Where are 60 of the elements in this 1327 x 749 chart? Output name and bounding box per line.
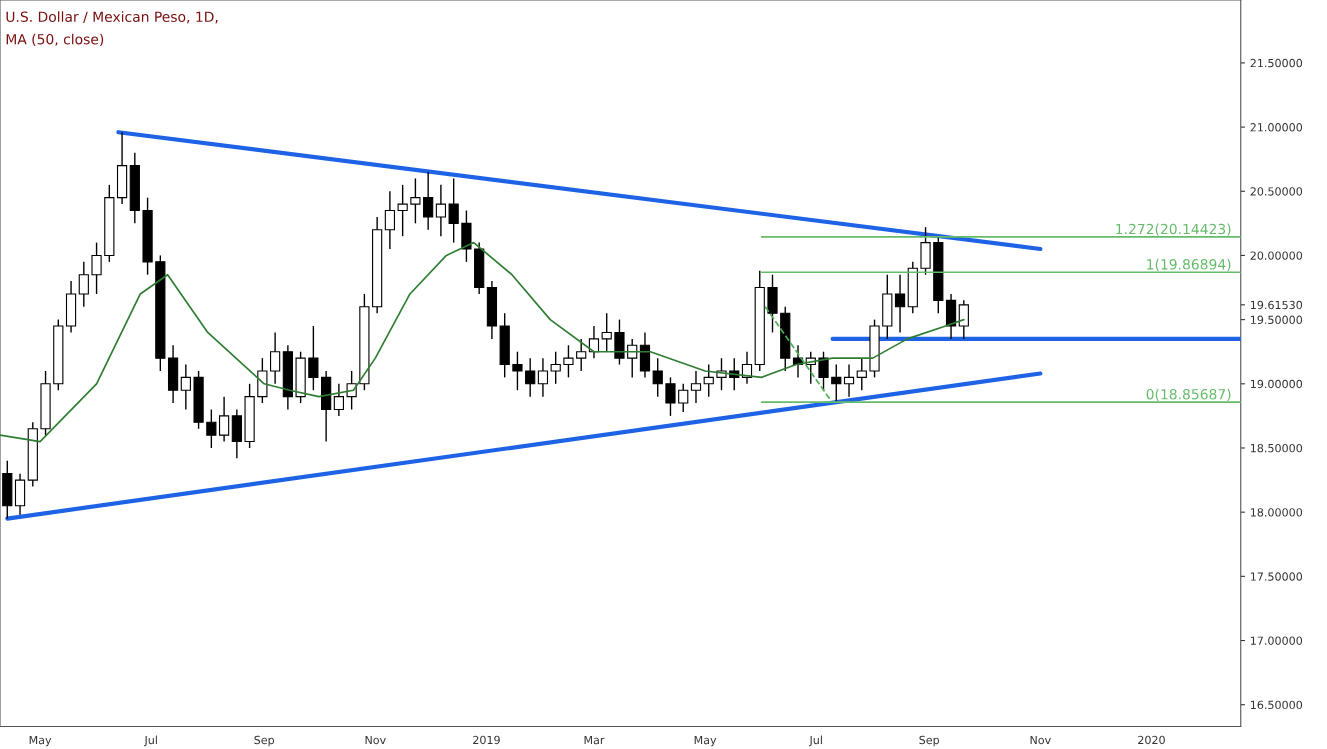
- candlestick: [180, 363, 191, 411]
- candlestick: [525, 357, 536, 398]
- candlestick: [550, 351, 561, 385]
- x-tick-label: Sep: [254, 735, 275, 747]
- candlestick: [703, 363, 714, 398]
- x-tick-label: Nov: [365, 735, 386, 745]
- y-tick-label: 18.00000: [1250, 508, 1303, 517]
- candlestick: [435, 184, 447, 237]
- candlestick: [856, 357, 867, 391]
- y-tick-label: 17.50000: [1250, 572, 1303, 581]
- candlestick: [397, 184, 408, 237]
- y-tick-label: 16.50000: [1250, 700, 1303, 710]
- y-tick-label: 18.50000: [1250, 443, 1303, 453]
- annotation: 1.272(20.14423): [1116, 223, 1231, 236]
- x-tick-label: 2020: [1138, 735, 1165, 745]
- candlestick: [690, 370, 702, 404]
- y-tick-label: 21.00000: [1250, 123, 1303, 132]
- candlestick: [410, 177, 421, 225]
- x-tick-label: Mar: [584, 735, 605, 745]
- x-tick-label: Nov: [1030, 735, 1051, 745]
- x-tick-label: Jul: [143, 735, 157, 747]
- candlestick: [576, 338, 587, 372]
- candlestick: [537, 357, 549, 398]
- candlestick: [308, 325, 319, 391]
- y-tick-label: 20.00000: [1250, 251, 1303, 260]
- candlestick: [91, 241, 102, 295]
- annotation: 0(18.85687): [1146, 388, 1231, 402]
- x-tick-label: May: [29, 735, 52, 747]
- y-tick-label: 20.50000: [1250, 187, 1303, 196]
- candlestick: [831, 363, 842, 403]
- y-tick-label: 21.50000: [1250, 58, 1303, 68]
- x-tick-label: May: [694, 735, 717, 747]
- x-tick-label: Sep: [919, 735, 940, 747]
- candlestick: [958, 299, 969, 340]
- y-tick-label: 19.50000: [1250, 315, 1303, 324]
- candlestick: [448, 177, 459, 244]
- y-tick-label: 17.00000: [1250, 636, 1303, 645]
- text: MA (50, close): [6, 33, 104, 47]
- candlestick: [333, 383, 344, 417]
- candlestick: [563, 344, 574, 379]
- candlestick: [678, 383, 689, 413]
- candlestick: [843, 363, 855, 398]
- candlestick: [270, 331, 281, 385]
- x-tick-label: Jul: [808, 735, 822, 747]
- y-tick-label: 19.00000: [1250, 379, 1303, 389]
- y-tick-label: 19.61530: [1250, 300, 1303, 310]
- candlestick: [78, 261, 89, 308]
- candlestick: [218, 395, 230, 443]
- text: U.S. Dollar / Mexican Peso, 1D,: [6, 11, 218, 24]
- candlestick: [601, 312, 612, 353]
- candlestick: [512, 351, 523, 391]
- x-tick-label: 2019: [473, 735, 500, 745]
- candlestick: [818, 351, 829, 391]
- candlestick: [423, 171, 434, 231]
- candlestick: [206, 408, 217, 449]
- candlestick: [894, 274, 906, 334]
- candlestick: [384, 190, 396, 250]
- candlestick: [652, 357, 663, 398]
- annotation: 1(19.86894): [1147, 258, 1231, 272]
- candlestick: [665, 376, 676, 417]
